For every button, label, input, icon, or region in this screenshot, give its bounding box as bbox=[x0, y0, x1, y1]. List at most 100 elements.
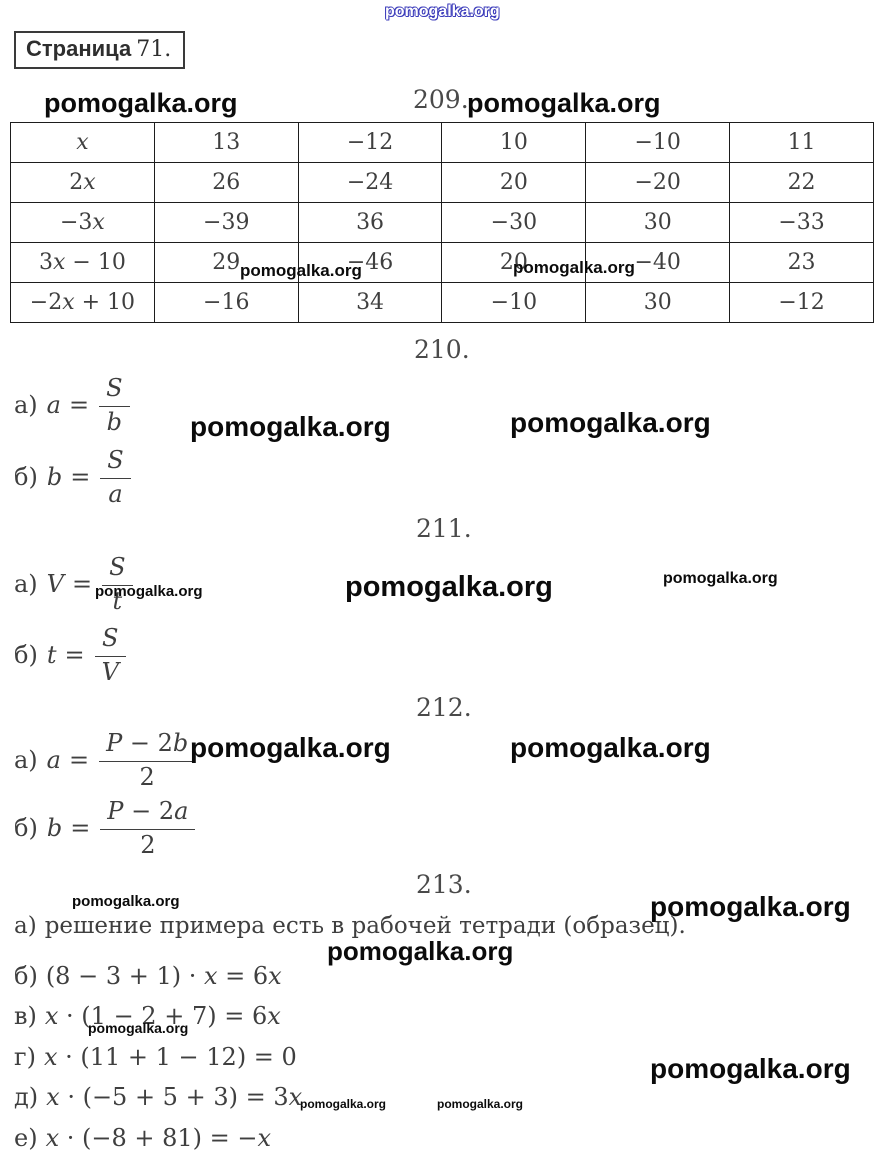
equals-sign: = bbox=[68, 391, 90, 420]
watermark: pomogalka.org bbox=[240, 261, 362, 280]
table-cell: −12 bbox=[297, 122, 443, 163]
item-label: в) bbox=[14, 1002, 37, 1030]
watermark: pomogalka.org bbox=[190, 732, 391, 763]
equation-text: (8 − 3 + 1) · x = 6x bbox=[45, 962, 282, 990]
fraction-denominator: V bbox=[101, 657, 119, 686]
item-label: а) bbox=[14, 913, 37, 939]
table-cell: 30 bbox=[585, 202, 731, 243]
watermark: pomogalka.org bbox=[663, 570, 778, 587]
table-cell: −30 bbox=[441, 202, 587, 243]
equals-sign: = bbox=[70, 463, 91, 492]
fraction-denominator: b bbox=[106, 407, 122, 436]
page-title-label: Страница bbox=[26, 36, 132, 61]
watermark: pomogalka.org bbox=[650, 891, 851, 922]
problem-number-211: 211. bbox=[416, 514, 472, 543]
watermark: pomogalka.org bbox=[300, 1097, 387, 1111]
formula-lhs: b bbox=[46, 463, 63, 492]
fraction-numerator: S bbox=[100, 446, 131, 479]
equation-213b: б) (8 − 3 + 1) · x = 6x bbox=[14, 962, 282, 990]
item-label: а) bbox=[14, 570, 38, 599]
item-label: а) bbox=[14, 746, 38, 775]
fraction-denominator: 2 bbox=[140, 830, 156, 859]
table-cell: −20 bbox=[585, 162, 731, 203]
formula-210b: б) b = S a bbox=[14, 446, 131, 508]
fraction-denominator: a bbox=[108, 479, 123, 508]
problem-number-212: 212. bbox=[416, 693, 472, 722]
equation-text: x · (11 + 1 − 12) = 0 bbox=[43, 1043, 297, 1071]
fraction: P − 2b 2 bbox=[99, 729, 196, 791]
watermark: pomogalka.org bbox=[467, 88, 661, 118]
table-cell: 20 bbox=[441, 242, 587, 283]
formula-212b: б) b = P − 2a 2 bbox=[14, 797, 196, 859]
table-cell: 23 bbox=[729, 242, 874, 283]
table-row: 2x 26 −24 20 −20 22 bbox=[10, 162, 874, 203]
fraction: S b bbox=[99, 374, 130, 436]
equals-sign: = bbox=[72, 570, 93, 599]
equation-text: x · (−5 + 5 + 3) = 3x bbox=[46, 1083, 303, 1111]
equation-text: x · (−8 + 81) = −x bbox=[45, 1124, 272, 1152]
table-row: x 13 −12 10 −10 11 bbox=[10, 122, 874, 163]
formula-lhs: a bbox=[46, 391, 61, 420]
table-row: −3x −39 36 −30 30 −33 bbox=[10, 202, 874, 243]
fraction-numerator: P − 2b bbox=[99, 729, 196, 762]
table-cell: −10 bbox=[585, 122, 731, 163]
fraction-numerator: S bbox=[102, 553, 133, 586]
table-cell: 22 bbox=[729, 162, 874, 203]
equation-213g: г) x · (11 + 1 − 12) = 0 bbox=[14, 1043, 297, 1071]
fraction-numerator: P − 2a bbox=[100, 797, 196, 830]
equation-213a: а) решение примера есть в рабочей тетради… bbox=[14, 913, 686, 939]
equation-213v: в) x · (1 − 2 + 7) = 6x bbox=[14, 1002, 281, 1030]
table-cell: −46 bbox=[297, 242, 443, 283]
table-cell: 13 bbox=[153, 122, 299, 163]
table-cell: 30 bbox=[585, 282, 731, 323]
item-label: б) bbox=[14, 463, 38, 492]
table-cell: −16 bbox=[153, 282, 299, 323]
table-cell: x bbox=[10, 122, 155, 163]
problem-number-213: 213. bbox=[416, 870, 472, 899]
table-cell: 20 bbox=[441, 162, 587, 203]
formula-lhs: t bbox=[46, 641, 57, 670]
page-title-number: 71. bbox=[136, 37, 172, 62]
formula-lhs: V bbox=[46, 570, 65, 599]
fraction: S V bbox=[94, 624, 126, 686]
fraction: S t bbox=[102, 553, 133, 615]
table-cell: −3x bbox=[10, 202, 155, 243]
table-cell: −39 bbox=[153, 202, 299, 243]
formula-211b: б) t = S V bbox=[14, 624, 126, 686]
table-cell: −2x + 10 bbox=[10, 282, 155, 323]
watermark: pomogalka.org bbox=[513, 258, 635, 277]
watermark: pomogalka.org bbox=[88, 1020, 189, 1036]
table-cell: 3x − 10 bbox=[10, 242, 155, 283]
fraction-denominator: 2 bbox=[139, 762, 155, 791]
watermark: pomogalka.org bbox=[72, 893, 180, 910]
watermark: pomogalka.org bbox=[327, 936, 514, 966]
item-label: б) bbox=[14, 641, 38, 670]
table-cell: 11 bbox=[729, 122, 874, 163]
item-label: г) bbox=[14, 1043, 36, 1071]
table-row: −2x + 10 −16 34 −10 30 −12 bbox=[10, 282, 874, 323]
problem-number-210: 210. bbox=[414, 335, 470, 364]
values-table: x 13 −12 10 −10 11 2x 26 −24 20 −20 22 −… bbox=[10, 122, 874, 323]
item-label: б) bbox=[14, 814, 38, 843]
watermark: pomogalka.org bbox=[510, 732, 711, 763]
table-cell: 26 bbox=[153, 162, 299, 203]
formula-lhs: a bbox=[46, 746, 61, 775]
equation-text: решение примера есть в рабочей тетради (… bbox=[44, 913, 686, 939]
item-label: б) bbox=[14, 962, 38, 990]
table-cell: 10 bbox=[441, 122, 587, 163]
watermark: pomogalka.org bbox=[650, 1053, 851, 1084]
table-cell: −33 bbox=[729, 202, 874, 243]
watermark: pomogalka.org bbox=[510, 407, 711, 438]
table-cell: −24 bbox=[297, 162, 443, 203]
equation-213d: д) x · (−5 + 5 + 3) = 3x bbox=[14, 1083, 302, 1111]
watermark: pomogalka.org bbox=[95, 583, 203, 600]
equals-sign: = bbox=[68, 746, 90, 775]
equals-sign: = bbox=[70, 814, 91, 843]
watermark: pomogalka.org bbox=[345, 571, 553, 603]
equation-text: x · (1 − 2 + 7) = 6x bbox=[44, 1002, 281, 1030]
item-label: а) bbox=[14, 391, 38, 420]
equals-sign: = bbox=[64, 641, 85, 670]
fraction-numerator: S bbox=[94, 624, 126, 657]
formula-lhs: b bbox=[46, 814, 63, 843]
table-cell: 36 bbox=[297, 202, 443, 243]
